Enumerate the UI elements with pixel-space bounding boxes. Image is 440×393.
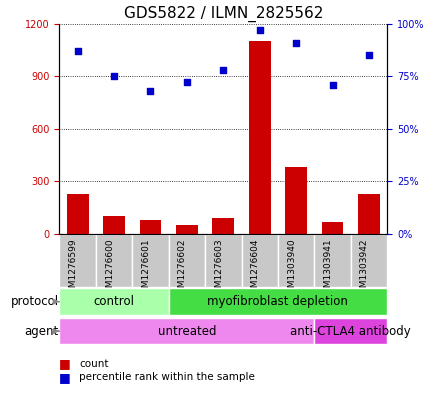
Bar [59,288,169,315]
Bar [205,234,242,287]
Text: count: count [79,358,109,369]
Bar [249,41,271,234]
Bar [322,222,344,234]
Text: percentile rank within the sample: percentile rank within the sample [79,372,255,382]
Point [74,48,81,54]
Bar [169,288,387,315]
Text: anti-CTLA4 antibody: anti-CTLA4 antibody [290,325,411,338]
Point [110,73,117,79]
Bar [358,193,380,234]
Bar [278,234,314,287]
Bar [67,193,88,234]
Text: protocol: protocol [11,295,59,308]
Bar [242,234,278,287]
Bar [59,234,96,287]
Text: agent: agent [25,325,59,338]
Point [220,67,227,73]
Text: GSM1303942: GSM1303942 [360,238,369,299]
Bar [314,234,351,287]
Text: untreated: untreated [158,325,216,338]
Text: GSM1276602: GSM1276602 [178,238,187,299]
Text: myofibroblast depletion: myofibroblast depletion [208,295,348,308]
Bar [59,318,314,344]
Text: GSM1276603: GSM1276603 [214,238,223,299]
Point [366,52,373,58]
Bar [96,234,132,287]
Text: GSM1303940: GSM1303940 [287,238,296,299]
Text: GSM1276601: GSM1276601 [141,238,150,299]
Bar [103,216,125,234]
Text: ■: ■ [59,371,75,384]
Bar [285,167,307,234]
Point [256,27,263,33]
Text: GSM1276600: GSM1276600 [105,238,114,299]
Bar [314,318,387,344]
Text: control: control [94,295,135,308]
Point [147,88,154,94]
Point [183,79,191,86]
Point [329,81,336,88]
Point [293,39,300,46]
Bar [213,218,234,234]
Bar [176,225,198,234]
Text: ■: ■ [59,357,75,370]
Text: GSM1276604: GSM1276604 [251,238,260,299]
Title: GDS5822 / ILMN_2825562: GDS5822 / ILMN_2825562 [124,6,323,22]
Text: GSM1276599: GSM1276599 [69,238,77,299]
Bar [139,220,161,234]
Text: GSM1303941: GSM1303941 [323,238,333,299]
Bar [132,234,169,287]
Bar [169,234,205,287]
Bar [351,234,387,287]
